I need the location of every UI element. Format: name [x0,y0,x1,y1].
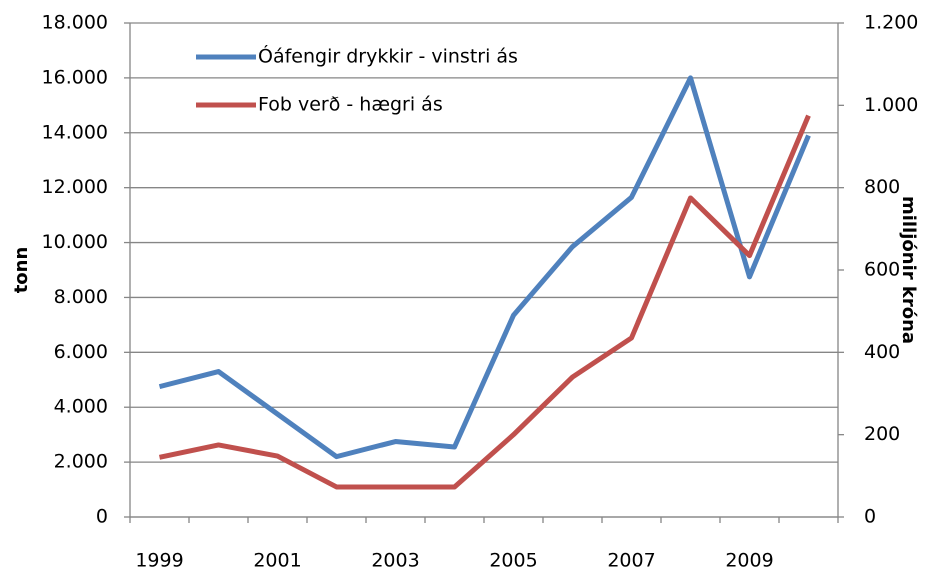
data-line [158,75,811,460]
y-tick-label: 0 [96,506,108,528]
legend-label: Fob verð - hægri ás [258,94,443,116]
y-tick-label: 6.000 [54,341,108,363]
x-tick-label: 2001 [253,550,301,572]
x-tick-label: 2009 [725,550,773,572]
x-tick-label: 2003 [371,550,419,572]
x-tick-label: 1999 [135,550,183,572]
y2-tick-label: 1.000 [864,94,918,116]
y2-tick-label: 1.200 [864,12,918,34]
x-tick-label: 2005 [489,550,537,572]
y-tick-label: 8.000 [54,286,108,308]
y2-tick-label: 400 [864,341,900,363]
y-tick-label: 14.000 [42,121,108,143]
y-tick-label: 18.000 [42,12,108,34]
y-tick-label: 4.000 [54,396,108,418]
y2-tick-label: 200 [864,423,900,445]
y-tick-label: 12.000 [42,176,108,198]
y2-tick-label: 0 [864,506,876,528]
y-tick-label: 10.000 [42,231,108,253]
y-tick-label: 2.000 [54,451,108,473]
y-tick-label: 16.000 [42,66,108,88]
legend-label: Óáfengir drykkir - vinstri ás [258,44,518,68]
x-tick-label: 2007 [607,550,655,572]
y-axis-title: tonn [11,247,32,294]
y2-tick-label: 600 [864,259,900,281]
data-line [158,114,811,490]
y2-axis-title: milljónir króna [898,196,919,344]
y2-tick-label: 800 [864,176,900,198]
